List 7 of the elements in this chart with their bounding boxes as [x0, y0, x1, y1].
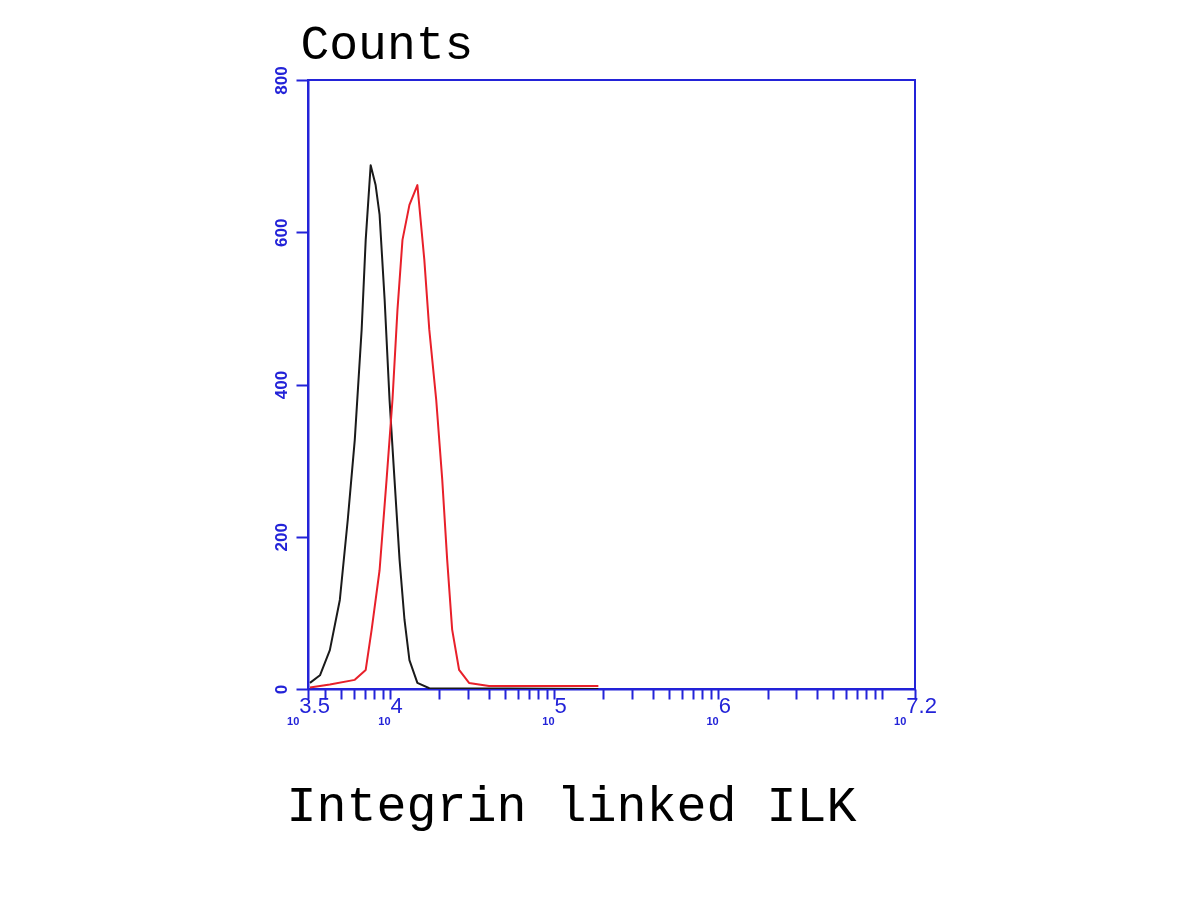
y-tick-label: 0	[271, 684, 291, 695]
y-tick-label: 200	[271, 523, 291, 552]
y-tick-label: 800	[271, 66, 291, 95]
y-tick-label: 600	[271, 218, 291, 247]
y-tick-label: 400	[271, 370, 291, 400]
x-axis-title: Integrin linked ILK	[286, 778, 857, 836]
y-axis-title: Counts	[300, 18, 474, 73]
